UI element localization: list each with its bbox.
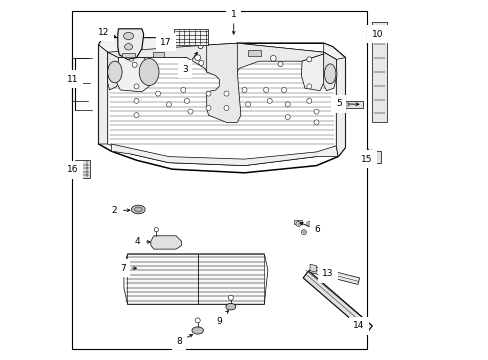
Ellipse shape: [192, 327, 203, 334]
Polygon shape: [117, 58, 149, 92]
Ellipse shape: [107, 61, 122, 83]
Polygon shape: [303, 271, 371, 333]
Text: 7: 7: [120, 264, 125, 273]
Circle shape: [181, 87, 185, 93]
Text: 14: 14: [352, 321, 364, 330]
Ellipse shape: [123, 32, 133, 40]
Circle shape: [166, 102, 171, 107]
Polygon shape: [309, 266, 359, 284]
Circle shape: [245, 102, 250, 107]
Ellipse shape: [139, 59, 159, 86]
Text: 11: 11: [66, 75, 78, 84]
Text: 3: 3: [182, 65, 187, 74]
Polygon shape: [336, 58, 345, 157]
Polygon shape: [309, 264, 316, 272]
Circle shape: [134, 98, 139, 103]
Polygon shape: [323, 43, 345, 157]
Text: 10: 10: [371, 30, 383, 39]
Text: 4: 4: [134, 238, 140, 247]
Circle shape: [194, 55, 200, 60]
Polygon shape: [99, 45, 107, 144]
Circle shape: [154, 228, 158, 232]
Circle shape: [205, 105, 211, 111]
Circle shape: [155, 91, 160, 96]
Circle shape: [363, 154, 369, 160]
Text: 6: 6: [314, 225, 320, 234]
Polygon shape: [301, 54, 323, 91]
Ellipse shape: [124, 44, 132, 50]
Ellipse shape: [134, 207, 142, 212]
Circle shape: [281, 87, 286, 93]
Polygon shape: [337, 103, 348, 106]
Text: 13: 13: [322, 269, 333, 278]
Circle shape: [263, 87, 268, 93]
Circle shape: [134, 113, 139, 118]
Circle shape: [224, 91, 228, 96]
Circle shape: [313, 109, 318, 114]
Circle shape: [199, 60, 203, 66]
Text: 15: 15: [361, 155, 372, 163]
Circle shape: [195, 318, 200, 323]
Polygon shape: [247, 50, 260, 56]
Polygon shape: [118, 29, 143, 59]
Circle shape: [198, 44, 203, 49]
Circle shape: [277, 62, 283, 67]
Ellipse shape: [365, 154, 375, 160]
Circle shape: [313, 120, 318, 125]
Text: 17: 17: [160, 38, 171, 47]
Ellipse shape: [225, 303, 235, 310]
Circle shape: [301, 230, 306, 235]
Polygon shape: [174, 29, 208, 45]
Polygon shape: [107, 52, 120, 90]
Circle shape: [306, 221, 311, 226]
Polygon shape: [107, 43, 323, 72]
Text: 1: 1: [230, 10, 236, 19]
Circle shape: [306, 84, 311, 89]
Circle shape: [187, 109, 193, 114]
Circle shape: [184, 98, 189, 103]
Circle shape: [306, 98, 311, 103]
Polygon shape: [206, 43, 241, 122]
Circle shape: [285, 114, 289, 120]
Circle shape: [228, 295, 233, 300]
Polygon shape: [123, 254, 267, 304]
Polygon shape: [336, 101, 363, 108]
Polygon shape: [151, 236, 181, 249]
Polygon shape: [122, 53, 135, 57]
Polygon shape: [294, 220, 302, 224]
Circle shape: [132, 62, 137, 67]
Polygon shape: [152, 52, 163, 57]
Ellipse shape: [131, 205, 145, 214]
Text: 9: 9: [216, 317, 222, 325]
Text: 5: 5: [335, 99, 341, 108]
Circle shape: [242, 87, 246, 93]
Circle shape: [306, 57, 311, 62]
Polygon shape: [359, 151, 381, 163]
Circle shape: [295, 221, 301, 226]
Polygon shape: [322, 52, 336, 91]
Circle shape: [270, 55, 276, 61]
Circle shape: [285, 102, 289, 107]
Circle shape: [134, 84, 139, 89]
Polygon shape: [75, 160, 90, 178]
Polygon shape: [99, 38, 345, 173]
Circle shape: [224, 105, 228, 111]
Polygon shape: [371, 22, 386, 122]
Polygon shape: [111, 144, 337, 166]
Polygon shape: [107, 43, 336, 166]
Circle shape: [205, 91, 211, 96]
Text: 16: 16: [66, 166, 78, 175]
Text: 12: 12: [98, 28, 109, 37]
Text: 8: 8: [176, 337, 182, 346]
Ellipse shape: [324, 64, 335, 84]
Circle shape: [266, 98, 272, 103]
Circle shape: [128, 55, 134, 61]
Polygon shape: [99, 38, 206, 58]
Text: 2: 2: [111, 206, 117, 215]
